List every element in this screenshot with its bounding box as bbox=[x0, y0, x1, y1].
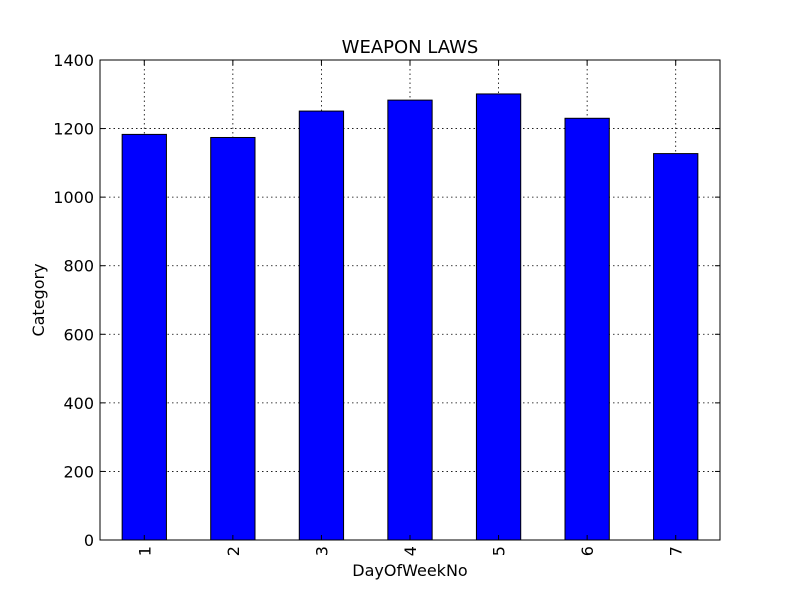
y-tick-label: 0 bbox=[84, 531, 94, 550]
bar-7 bbox=[653, 153, 699, 541]
y-tick-label: 1400 bbox=[53, 51, 94, 70]
x-tick-label: 7 bbox=[667, 546, 686, 556]
y-tick-label: 800 bbox=[63, 257, 94, 276]
bar-2 bbox=[210, 136, 256, 541]
y-axis-label: Category bbox=[29, 263, 48, 336]
chart-title: WEAPON LAWS bbox=[342, 37, 479, 58]
bars bbox=[121, 93, 699, 541]
x-tick-label: 1 bbox=[135, 546, 154, 556]
x-tick-label: 2 bbox=[224, 546, 243, 556]
bar-4 bbox=[387, 99, 433, 541]
x-tick-label: 4 bbox=[401, 546, 420, 556]
y-tick-label: 200 bbox=[63, 462, 94, 481]
plot-frame bbox=[99, 59, 721, 541]
y-tick-label: 1200 bbox=[53, 120, 94, 139]
y-tick-label: 400 bbox=[63, 394, 94, 413]
y-tick-label: 1000 bbox=[53, 188, 94, 207]
x-tick-labels: 1 2 3 4 5 6 7 bbox=[135, 546, 685, 556]
y-tick-labels: 0 200 400 600 800 1000 1200 1400 bbox=[53, 51, 94, 550]
y-tick-label: 600 bbox=[63, 325, 94, 344]
x-axis-label: DayOfWeekNo bbox=[352, 561, 467, 580]
x-tick-label: 5 bbox=[490, 546, 509, 556]
bar-6 bbox=[564, 117, 610, 541]
bar-3 bbox=[298, 110, 345, 541]
bar-5 bbox=[475, 93, 522, 541]
x-tick-label: 3 bbox=[312, 546, 331, 556]
x-tick-label: 6 bbox=[578, 546, 597, 556]
bar-1 bbox=[121, 133, 167, 541]
